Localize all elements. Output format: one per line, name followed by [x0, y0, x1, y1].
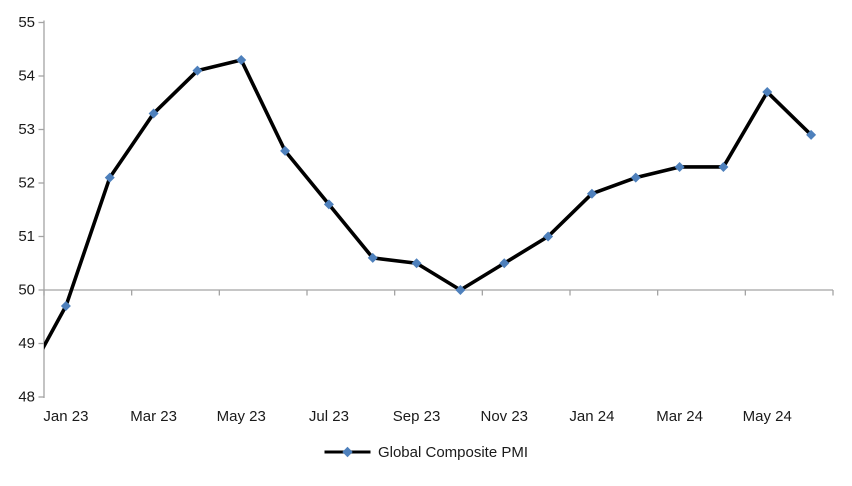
y-tick-label: 48	[18, 389, 35, 406]
y-tick-label: 51	[18, 228, 35, 245]
series-line	[44, 58, 813, 350]
x-tick-label: Nov 23	[480, 408, 528, 425]
data-point-marker	[586, 188, 597, 199]
data-point-marker	[455, 285, 466, 295]
data-point-marker	[323, 199, 334, 210]
data-point-marker	[674, 161, 685, 172]
x-tick-label: Jan 24	[569, 408, 614, 425]
x-tick-label: Jan 23	[43, 408, 88, 425]
legend-diamond-marker	[342, 446, 353, 458]
legend-label: Global Composite PMI	[377, 443, 529, 461]
y-tick-label: 49	[18, 335, 35, 352]
data-point-marker	[104, 172, 115, 183]
data-point-marker	[60, 301, 71, 312]
data-point-marker	[806, 129, 817, 140]
data-point-marker	[499, 258, 510, 269]
x-tick-label: Mar 24	[656, 408, 703, 425]
data-point-marker	[280, 145, 291, 156]
x-tick-label: May 23	[217, 408, 266, 425]
data-point-marker	[543, 231, 554, 242]
y-tick-label: 54	[18, 68, 35, 85]
data-point-marker	[367, 252, 378, 263]
data-point-marker	[148, 108, 159, 119]
data-point-marker	[630, 172, 641, 183]
x-tick-label: May 24	[743, 408, 792, 425]
data-point-marker	[411, 258, 422, 269]
legend-line-marker-icon	[324, 446, 371, 458]
y-tick-label: 52	[18, 175, 35, 192]
y-tick-label: 53	[18, 121, 35, 138]
data-point-marker	[236, 54, 247, 65]
x-tick-label: Jul 23	[309, 408, 349, 425]
y-tick-label: 50	[18, 282, 35, 299]
y-tick-label: 55	[18, 14, 35, 31]
chart-legend: Global Composite PMI	[0, 443, 852, 461]
data-point-marker	[192, 65, 203, 76]
data-point-marker	[762, 87, 773, 98]
x-tick-label: Mar 23	[130, 408, 177, 425]
series-group	[44, 54, 817, 350]
data-point-marker	[718, 161, 729, 172]
x-tick-label: Sep 23	[393, 408, 441, 425]
